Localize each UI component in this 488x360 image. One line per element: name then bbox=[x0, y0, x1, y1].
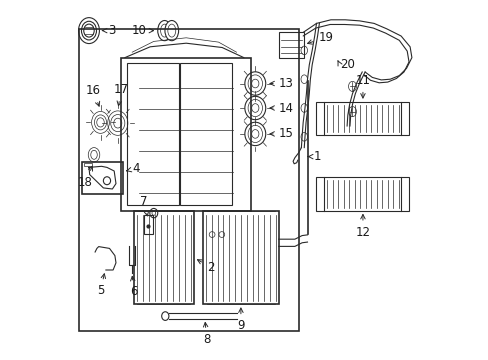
Text: 1: 1 bbox=[307, 150, 321, 163]
Text: 17: 17 bbox=[114, 83, 129, 105]
Bar bbox=[81, 162, 123, 194]
Text: 9: 9 bbox=[237, 308, 244, 332]
Bar bbox=[83, 163, 91, 166]
Text: 5: 5 bbox=[97, 274, 105, 297]
Text: 19: 19 bbox=[307, 31, 333, 44]
Text: 4: 4 bbox=[126, 162, 140, 175]
Text: 6: 6 bbox=[130, 276, 138, 298]
Text: 16: 16 bbox=[85, 84, 101, 106]
Bar bbox=[401, 102, 408, 135]
Bar bbox=[133, 211, 194, 304]
Bar bbox=[144, 215, 152, 234]
Text: 3: 3 bbox=[102, 24, 115, 37]
Bar bbox=[401, 177, 408, 211]
Bar bbox=[316, 177, 324, 211]
Bar bbox=[179, 63, 231, 205]
Text: 12: 12 bbox=[355, 215, 370, 239]
Text: 10: 10 bbox=[131, 24, 153, 37]
Text: 2: 2 bbox=[197, 260, 214, 274]
Text: 14: 14 bbox=[269, 102, 293, 114]
Text: 11: 11 bbox=[355, 74, 370, 98]
Bar bbox=[79, 29, 298, 331]
Bar bbox=[126, 63, 178, 205]
Ellipse shape bbox=[164, 21, 178, 41]
Text: 7: 7 bbox=[140, 195, 148, 216]
Bar bbox=[121, 58, 250, 211]
Text: 13: 13 bbox=[269, 77, 293, 90]
Text: 15: 15 bbox=[269, 127, 293, 140]
Bar bbox=[203, 211, 278, 304]
Text: 18: 18 bbox=[78, 166, 92, 189]
Bar bbox=[316, 102, 324, 135]
Bar bbox=[279, 32, 303, 58]
Text: 20: 20 bbox=[339, 58, 354, 71]
Text: 8: 8 bbox=[203, 323, 210, 346]
